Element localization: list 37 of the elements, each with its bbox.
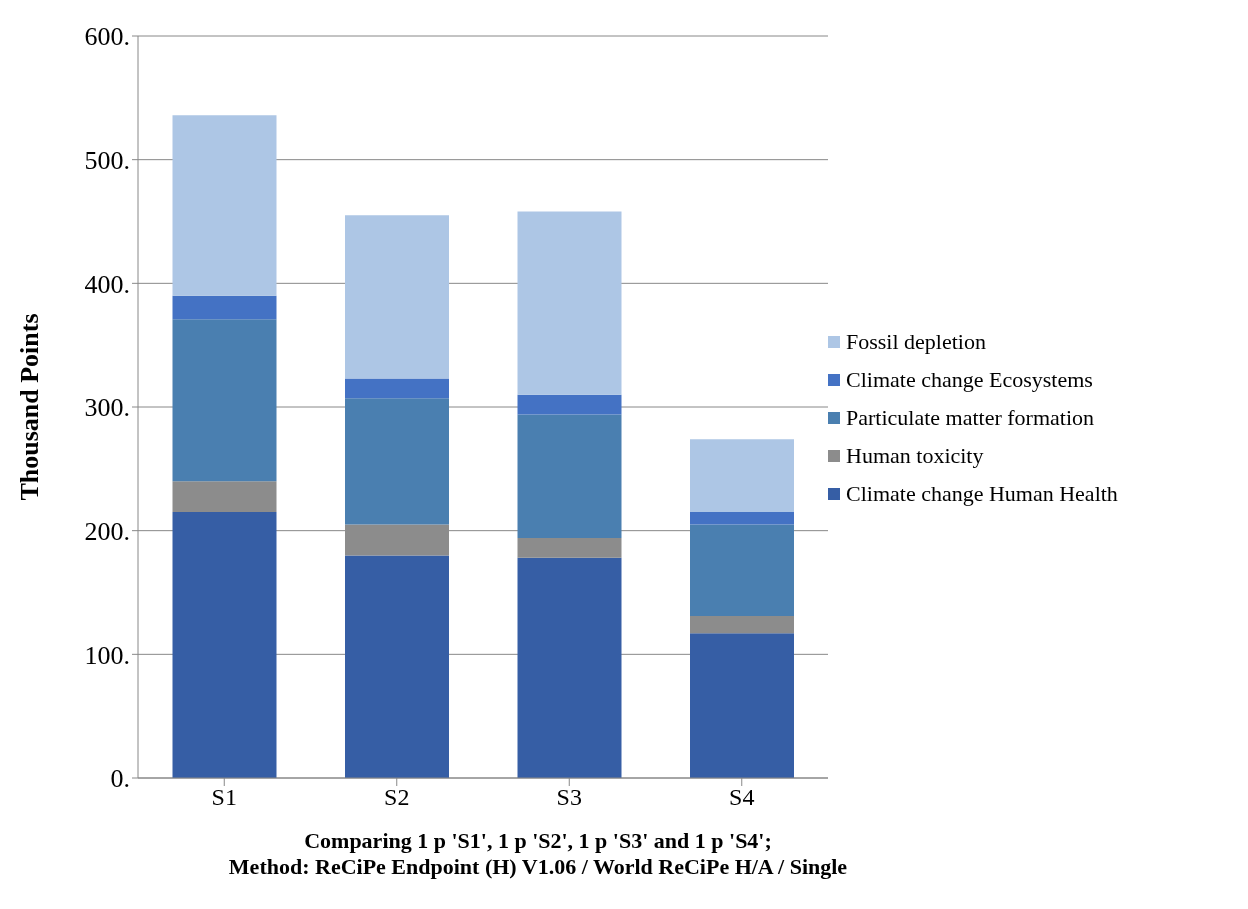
bar [517,557,622,778]
y-axis-title: Thousand Points [15,313,45,501]
bar [345,555,449,778]
bar [517,211,622,395]
bar [690,616,794,634]
bar [517,394,622,415]
y-tick-label: 200. [84,516,130,546]
y-tick-label: 100. [84,640,130,670]
legend-label: Climate change Ecosystems [846,367,1093,393]
bar [690,512,794,525]
bar [172,115,277,296]
bar [172,319,277,482]
y-tick-label: 400. [84,269,130,299]
x-tick-label: S3 [556,784,582,811]
bar [345,398,449,525]
legend-label: Human toxicity [846,443,984,469]
legend-label: Fossil depletion [846,329,986,355]
bar [345,215,449,379]
x-axis-title: Comparing 1 p 'S1', 1 p 'S2', 1 p 'S3' and 1 p 'S4'; Method: ReCiPe Endpoint (H) V1.06 / World ReCiPe H/A / Single [227,828,849,880]
y-tick-label: 500. [84,145,130,175]
bar [517,538,622,558]
bar [517,414,622,539]
bar [690,524,794,616]
x-tick-label: S1 [211,784,237,811]
y-tick-label: 300. [84,393,130,423]
bar [172,295,277,320]
y-tick-label: 600. [84,22,130,52]
bar [345,378,449,399]
x-tick-label: S4 [729,784,755,811]
bar [172,512,277,778]
bar [690,439,794,513]
y-tick-label: 0. [110,764,130,794]
legend-label: Particulate matter formation [846,405,1095,431]
bar [690,633,794,778]
bar [172,481,277,513]
x-tick-label: S2 [384,784,410,811]
legend-label: Climate change Human Health [846,481,1118,507]
